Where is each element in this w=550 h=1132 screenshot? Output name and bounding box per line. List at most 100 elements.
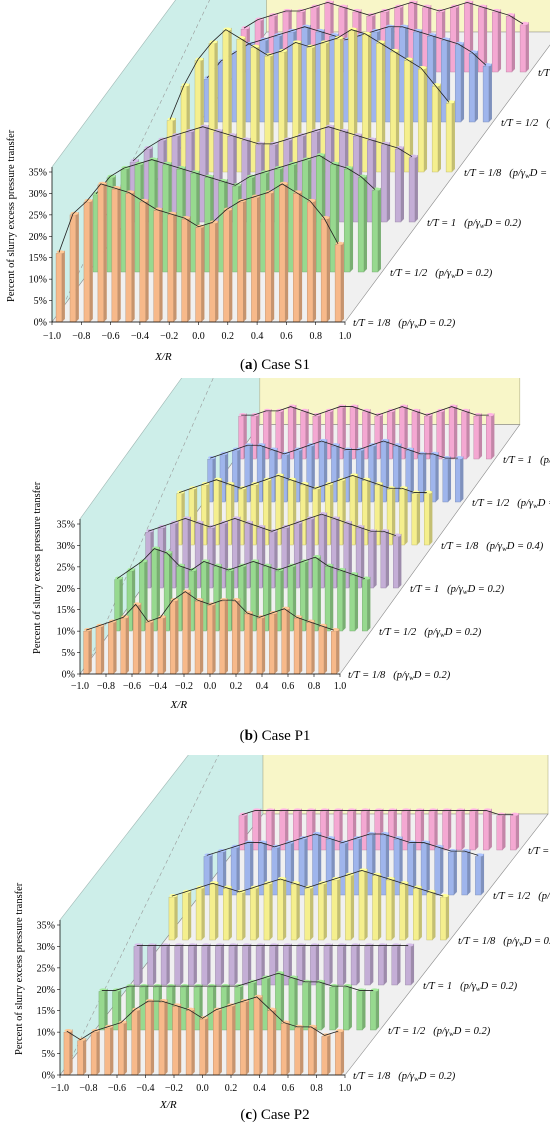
bar-top: [427, 889, 435, 893]
bar: [263, 480, 269, 546]
bar-side: [321, 979, 325, 1030]
caption-a-text: Case S1: [261, 357, 310, 373]
bar: [139, 201, 146, 323]
bar: [413, 888, 420, 941]
bar-top: [362, 31, 371, 35]
series-label: t/T = 1/2 (p/γwD = 0.4): [472, 498, 550, 510]
bar-side: [88, 628, 92, 674]
bar: [431, 86, 439, 173]
bar-top: [353, 8, 362, 13]
series-label: t/T = 1/8 (p/γwD = 0.2): [348, 670, 451, 682]
bar: [315, 982, 322, 1031]
series-label-ratio: D = 0.2): [418, 318, 456, 329]
series-label-time: t/T = 1/2: [388, 1026, 426, 1037]
bar: [182, 519, 189, 589]
bar-side: [103, 181, 107, 322]
caption-a: (a) Case S1: [240, 357, 310, 373]
bar-side: [336, 628, 340, 674]
bar: [368, 532, 374, 589]
bar: [367, 140, 374, 223]
bar: [240, 1001, 247, 1076]
bar-side: [271, 190, 275, 322]
bar: [98, 991, 105, 1031]
bar: [208, 43, 215, 173]
x-tick-label: 0.8: [310, 1083, 323, 1094]
bar: [318, 514, 325, 589]
bar-side: [300, 1024, 304, 1075]
y-tick-label: 20%: [29, 232, 47, 243]
bar: [335, 1031, 342, 1076]
y-tick-label: 15%: [57, 605, 75, 616]
x-tick-label: −0.6: [108, 1083, 126, 1094]
x-tick-label: 0.4: [256, 681, 269, 692]
bar: [380, 834, 387, 896]
bar-top: [239, 413, 247, 417]
bar: [250, 47, 257, 173]
bar: [275, 476, 282, 546]
bar-top: [310, 943, 319, 947]
bar-side: [232, 1003, 236, 1075]
bar-side: [113, 619, 117, 674]
bar: [269, 946, 276, 986]
bar-top: [348, 808, 356, 812]
bar-side: [386, 439, 390, 502]
bar-side: [139, 943, 143, 985]
bar: [300, 562, 306, 632]
bar: [337, 946, 344, 986]
bar: [310, 946, 317, 986]
bar-side: [392, 486, 396, 545]
bar-side: [244, 812, 248, 850]
bar-top: [134, 943, 143, 947]
bar-side: [280, 408, 284, 459]
bar-side: [364, 868, 368, 940]
bar-side: [163, 615, 167, 674]
bar-side: [414, 154, 418, 222]
series-label-ratio: D = 0.4): [529, 168, 550, 179]
bar-top: [388, 808, 397, 812]
bar-side: [218, 1007, 222, 1075]
bar-top: [370, 988, 379, 992]
bar-side: [479, 413, 483, 459]
bar-top: [326, 836, 335, 840]
bar-side: [271, 808, 275, 850]
bar-top: [251, 44, 260, 48]
bar-side: [335, 984, 339, 1030]
bar-side: [234, 943, 238, 985]
bar: [104, 1027, 111, 1076]
bar-side: [387, 141, 391, 222]
bar: [132, 605, 139, 675]
bar-top: [404, 57, 413, 61]
series-label-subscript: w: [476, 985, 481, 993]
bar-side: [285, 808, 289, 850]
bar: [263, 411, 269, 460]
bar-side: [434, 808, 438, 850]
bar: [448, 407, 455, 460]
y-tick-label: 10%: [29, 275, 47, 286]
bar-side: [96, 1029, 100, 1075]
bar: [441, 40, 448, 123]
bar-top: [223, 885, 232, 889]
series-label-ratio: D = 0.2): [444, 627, 482, 638]
bar-side: [187, 216, 191, 322]
bar: [464, 3, 471, 73]
bar: [411, 411, 418, 460]
bar: [300, 484, 306, 546]
bar: [337, 570, 343, 632]
y-tick-label: 35%: [37, 921, 55, 932]
bar: [428, 811, 435, 851]
bar-top: [358, 174, 367, 178]
bar: [343, 523, 350, 589]
x-tick-label: −1.0: [71, 681, 89, 692]
series-label-subscript: w: [451, 272, 456, 280]
bar-top: [413, 28, 422, 33]
series-label-ratio: D = 0.2): [480, 981, 518, 992]
bar: [343, 168, 351, 273]
bar-side: [178, 1003, 182, 1075]
bar-side: [118, 988, 122, 1030]
bar: [271, 847, 278, 896]
bar: [306, 519, 312, 589]
bar-side: [101, 623, 105, 674]
bar: [97, 184, 104, 323]
series-line: [171, 870, 444, 897]
series-label-subscript: w: [533, 502, 538, 510]
